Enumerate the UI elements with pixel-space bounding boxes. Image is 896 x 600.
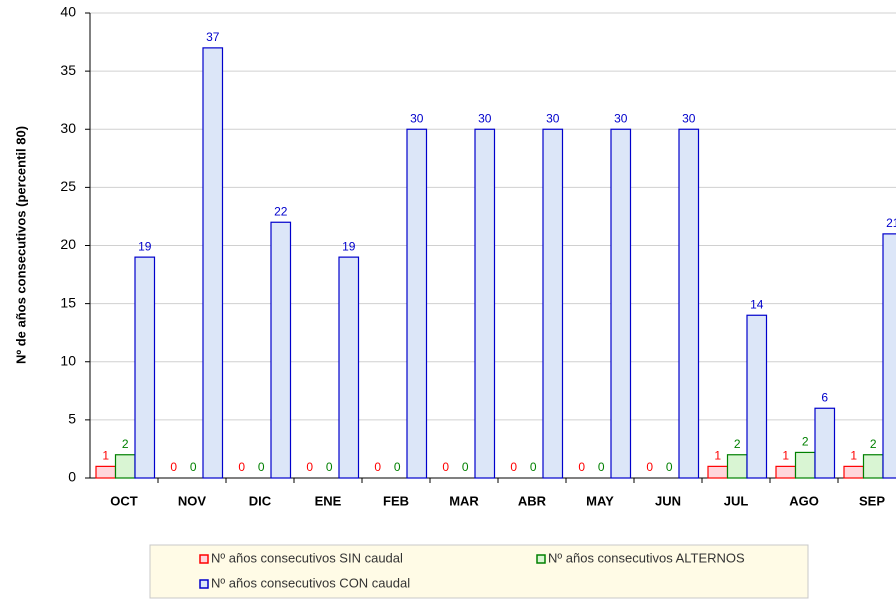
value-label: 0 (646, 460, 653, 474)
bar (95, 465, 117, 479)
value-label: 22 (274, 204, 288, 218)
legend-label: Nº años consecutivos ALTERNOS (548, 550, 745, 565)
value-label: 0 (598, 460, 605, 474)
bar (862, 454, 884, 479)
bar (882, 233, 896, 479)
y-tick-label: 20 (60, 236, 76, 252)
value-label: 30 (478, 111, 492, 125)
value-label: 0 (170, 460, 177, 474)
value-label: 2 (802, 435, 809, 449)
value-label: 0 (510, 460, 517, 474)
x-tick-label: SEP (859, 493, 885, 508)
x-tick-label: JUN (655, 493, 681, 508)
legend-swatch (199, 579, 209, 589)
x-tick-label: MAR (449, 493, 479, 508)
value-label: 0 (394, 460, 401, 474)
bar (270, 221, 292, 479)
value-label: 0 (442, 460, 449, 474)
bar (406, 128, 428, 479)
legend-swatch (536, 554, 546, 564)
value-label: 30 (546, 111, 560, 125)
value-label: 37 (206, 30, 220, 44)
value-label: 1 (714, 449, 721, 463)
value-label: 1 (102, 449, 109, 463)
value-label: 30 (614, 111, 628, 125)
value-label: 0 (258, 460, 265, 474)
value-label: 1 (782, 449, 789, 463)
value-label: 19 (138, 239, 152, 253)
bar (678, 128, 700, 479)
value-label: 30 (410, 111, 424, 125)
bar (202, 47, 224, 479)
x-tick-label: JUL (724, 493, 749, 508)
y-tick-label: 5 (68, 411, 76, 427)
y-tick-label: 10 (60, 352, 76, 368)
x-tick-label: NOV (178, 493, 207, 508)
x-tick-label: ENE (315, 493, 342, 508)
legend-label: Nº años consecutivos SIN caudal (211, 550, 403, 565)
value-label: 0 (326, 460, 333, 474)
bar (610, 128, 632, 479)
bar (114, 454, 136, 479)
bar (542, 128, 564, 479)
y-tick-label: 40 (60, 4, 76, 20)
y-tick-label: 30 (60, 120, 76, 136)
legend-box (149, 544, 809, 599)
bar (338, 256, 360, 479)
y-tick-label: 0 (68, 469, 76, 485)
bar (843, 465, 865, 479)
value-label: 21 (886, 216, 896, 230)
value-label: 30 (682, 111, 696, 125)
value-label: 2 (734, 437, 741, 451)
y-tick-label: 25 (60, 178, 76, 194)
legend-swatch (199, 554, 209, 564)
y-tick-label: 15 (60, 294, 76, 310)
bar (474, 128, 496, 479)
bar (794, 451, 816, 479)
bar (775, 465, 797, 479)
value-label: 0 (666, 460, 673, 474)
value-label: 2 (122, 437, 129, 451)
bar (726, 454, 748, 479)
value-label: 0 (374, 460, 381, 474)
bar (746, 314, 768, 479)
value-label: 1 (850, 449, 857, 463)
value-label: 19 (342, 239, 356, 253)
value-label: 0 (462, 460, 469, 474)
value-label: 14 (750, 297, 764, 311)
x-tick-label: FEB (383, 493, 409, 508)
value-label: 2 (870, 437, 877, 451)
y-tick-label: 35 (60, 62, 76, 78)
bar (814, 407, 836, 479)
value-label: 6 (821, 390, 828, 404)
value-label: 0 (578, 460, 585, 474)
x-tick-label: OCT (110, 493, 138, 508)
value-label: 0 (530, 460, 537, 474)
x-tick-label: DIC (249, 493, 272, 508)
x-tick-label: MAY (586, 493, 614, 508)
legend-label: Nº años consecutivos CON caudal (211, 575, 410, 590)
y-axis-label: Nº de años consecutivos (percentil 80) (13, 126, 28, 364)
bar (707, 465, 729, 479)
x-tick-label: AGO (789, 493, 819, 508)
value-label: 0 (190, 460, 197, 474)
value-label: 0 (306, 460, 313, 474)
value-label: 0 (238, 460, 245, 474)
bar (134, 256, 156, 479)
x-tick-label: ABR (518, 493, 547, 508)
